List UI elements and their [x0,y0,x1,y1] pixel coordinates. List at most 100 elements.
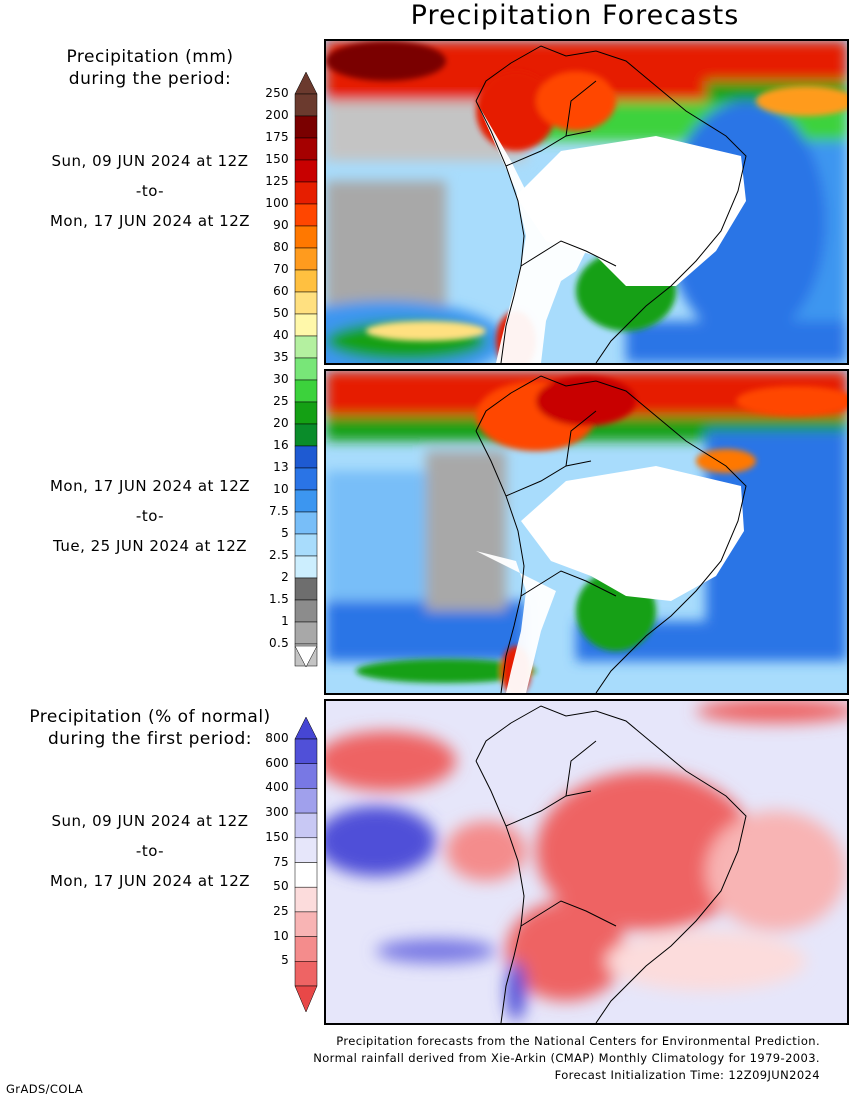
amount-header-line1: Precipitation (mm) [66,47,234,67]
percent-scale-label: 300 [265,805,289,820]
amount-scale-label: 20 [273,416,289,430]
amount-scale-label: 50 [273,306,289,320]
amount-scale-label: 100 [265,196,289,210]
credit-text: GrADS/COLA [6,1082,84,1096]
amount-legend-header: Precipitation (mm) during the period: [30,46,270,90]
percent-colorbar-bottom-cap [294,985,318,1013]
period2-start: Mon, 17 JUN 2024 at 12Z [49,477,251,495]
amount-scale-label: 150 [265,152,289,166]
map-panel-percent-normal [324,699,849,1025]
percent-scale-label: 150 [265,829,289,844]
amount-colorbar-cell [294,203,318,227]
amount-colorbar-cell [294,555,318,579]
period1-sep: -to- [135,182,165,200]
percent-colorbar-cell [294,961,318,987]
amount-scale-label: 200 [265,108,289,122]
amount-scale-label: 1.5 [269,592,289,606]
amount-colorbar-cell [294,247,318,271]
period1-end: Mon, 17 JUN 2024 at 12Z [49,212,251,230]
amount-scale-label: 16 [273,438,289,452]
period3-start: Sun, 09 JUN 2024 at 12Z [51,812,249,830]
amount-scale-label: 7.5 [269,504,289,518]
percent-colorbar-cell [294,812,318,839]
amount-colorbar-cell [294,159,318,183]
amount-scale-label: 2 [281,570,289,584]
footer-line1: Precipitation forecasts from the Nationa… [336,1034,820,1048]
percent-colorbar-cell [294,788,318,814]
amount-scale-label: 5 [281,526,289,540]
percent-scale-label: 75 [273,854,289,869]
percent-header-line2: during the first period: [47,729,253,749]
amount-colorbar-cell [294,467,318,491]
amount-scale-label: 125 [265,174,289,188]
footer-line2: Normal rainfall derived from Xie-Arkin (… [313,1051,820,1065]
amount-colorbar-cell [294,533,318,557]
percent-header-line1: Precipitation (% of normal) [29,707,271,727]
amount-scale-label: 80 [273,240,289,254]
amount-scale-label: 1 [281,614,289,628]
amount-colorbar-top-cap [294,71,318,95]
amount-scale-label: 2.5 [269,548,289,562]
amount-colorbar-cell [294,115,318,139]
amount-colorbar-cell [294,335,318,359]
amount-colorbar-cell [294,313,318,337]
percent-scale-label: 600 [265,755,289,770]
percent-colorbar-cell [294,763,318,789]
amount-scale-label: 60 [273,284,289,298]
amount-scale-label: 70 [273,262,289,276]
percent-scale-label: 800 [265,731,289,745]
amount-scale-label: 13 [273,460,289,474]
amount-colorbar-cell [294,93,318,117]
amount-header-line2: during the period: [68,69,232,89]
amount-scale-label: 25 [273,394,289,408]
amount-scale-label: 175 [265,130,289,144]
percent-colorbar-cell [294,738,318,764]
percent-colorbar-cell [294,911,318,937]
amount-colorbar-cell [294,599,318,623]
period3-end: Mon, 17 JUN 2024 at 12Z [49,872,251,890]
map-panel-period1 [324,39,849,365]
amount-scale-label: 0.5 [269,636,289,650]
period2-end: Tue, 25 JUN 2024 at 12Z [52,537,248,555]
amount-colorbar-cell [294,577,318,601]
amount-colorbar-cell [294,445,318,469]
percent-legend-header: Precipitation (% of normal) during the f… [0,706,300,750]
amount-scale-label: 35 [273,350,289,364]
amount-colorbar-bottom-cap [294,645,318,668]
period3-sep: -to- [135,842,165,860]
amount-colorbar-cell [294,379,318,403]
amount-colorbar-cell [294,401,318,425]
percent-scale-label: 10 [273,928,289,943]
period2-sep: -to- [135,507,165,525]
amount-colorbar-cell [294,621,318,645]
amount-colorbar-cell [294,137,318,161]
percent-colorbar-cell [294,936,318,962]
footer-line3: Forecast Initialization Time: 12Z09JUN20… [554,1068,820,1082]
amount-colorbar [294,71,318,668]
amount-colorbar-cell [294,269,318,293]
percent-colorbar-cell [294,886,318,913]
percent-scale-label: 25 [273,903,289,918]
percent-colorbar [294,716,318,1013]
amount-colorbar-cell [294,357,318,381]
amount-colorbar-cell [294,291,318,315]
percent-colorbar-cell [294,862,318,888]
amount-colorbar-cell [294,489,318,513]
percent-scale-label: 50 [273,879,289,894]
map-panel-period2 [324,369,849,695]
amount-scale-label: 10 [273,482,289,496]
amount-scale-label: 30 [273,372,289,386]
page-title: Precipitation Forecasts [410,0,740,31]
amount-colorbar-cell [294,181,318,205]
amount-colorbar-cell [294,423,318,447]
amount-scale-label: 40 [273,328,289,342]
percent-colorbar-cell [294,837,318,863]
amount-scale-label: 250 [265,86,289,100]
amount-colorbar-cell [294,511,318,535]
percent-colorbar-top-cap [294,716,318,740]
percent-scale-label: 400 [265,780,289,795]
amount-colorbar-cell [294,225,318,249]
period1-start: Sun, 09 JUN 2024 at 12Z [51,152,249,170]
amount-scale-label: 90 [273,218,289,232]
percent-scale-label: 5 [281,953,289,968]
